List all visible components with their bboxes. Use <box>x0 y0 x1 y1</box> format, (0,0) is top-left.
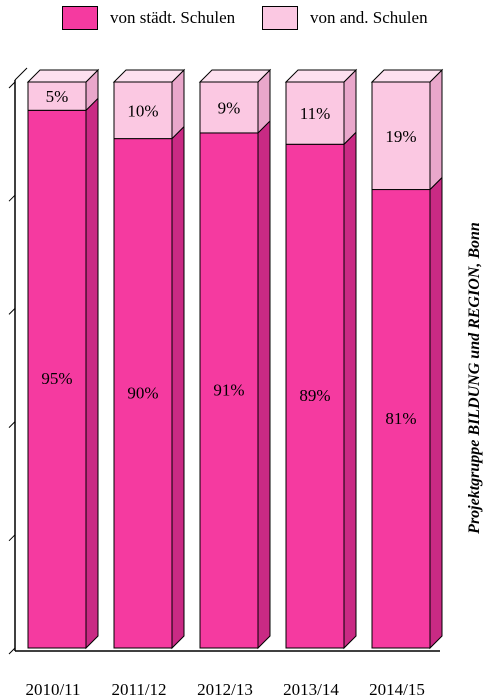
bar-top-0 <box>26 69 100 83</box>
bar-side-0-4 <box>429 176 443 650</box>
source-note: Projektgruppe BILDUNG und REGION, Bonn <box>466 222 483 534</box>
bar-top-3 <box>284 69 358 83</box>
y-tick <box>8 534 16 542</box>
data-label-staedt-2: 91% <box>213 380 244 399</box>
data-label-staedt-3: 89% <box>299 386 330 405</box>
data-label-andere-3: 11% <box>300 104 331 123</box>
legend: von städt. Schulen von and. Schulen <box>0 6 489 36</box>
bar-side-0-1 <box>171 125 185 650</box>
legend-item-andere: von and. Schulen <box>262 6 428 30</box>
data-label-andere-1: 10% <box>127 101 158 120</box>
data-label-staedt-4: 81% <box>385 409 416 428</box>
y-tick <box>8 647 16 655</box>
bar-staedt-3 <box>285 143 345 649</box>
x-tick-label-1: 2011/12 <box>111 680 166 699</box>
x-tick-label-4: 2014/15 <box>369 680 425 699</box>
x-tick-label-3: 2013/14 <box>283 680 339 699</box>
data-label-staedt-1: 90% <box>127 383 158 402</box>
bar-side-0-2 <box>257 119 271 650</box>
legend-item-staedt: von städt. Schulen <box>62 6 235 30</box>
bar-staedt-2 <box>199 132 259 649</box>
legend-label-andere: von and. Schulen <box>310 8 428 27</box>
x-tick-label-0: 2010/11 <box>25 680 80 699</box>
legend-swatch-staedt <box>62 6 98 30</box>
y-tick <box>8 421 16 428</box>
bar-side-0-3 <box>343 131 357 650</box>
bar-side-0-0 <box>85 97 99 650</box>
y-axis-depth-top <box>14 67 28 81</box>
y-tick <box>8 194 16 202</box>
data-label-andere-0: 5% <box>46 87 69 106</box>
bar-top-4 <box>370 69 444 83</box>
bar-andere-4 <box>371 81 431 191</box>
x-tick-label-2: 2012/13 <box>197 680 253 699</box>
y-tick <box>8 308 16 315</box>
bar-top-2 <box>198 69 272 83</box>
data-label-andere-2: 9% <box>218 98 241 117</box>
legend-label-staedt: von städt. Schulen <box>110 8 236 27</box>
bar-side-1-4 <box>429 68 443 191</box>
y-tick <box>8 81 16 89</box>
bar-top-1 <box>112 69 186 83</box>
bar-side-1-3 <box>343 68 357 146</box>
data-label-andere-4: 19% <box>385 127 416 146</box>
data-label-staedt-0: 95% <box>41 369 72 388</box>
legend-swatch-andere <box>262 6 298 30</box>
